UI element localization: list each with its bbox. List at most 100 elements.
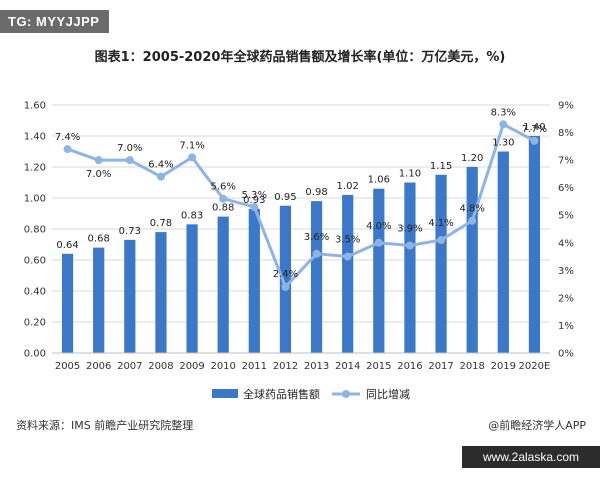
x-tick-label: 2017	[428, 361, 453, 372]
growth-point	[94, 156, 103, 165]
line-value-label: 3.6%	[304, 232, 329, 243]
y-left-tick-label: 0.60	[24, 256, 46, 267]
bar-value-label: 0.68	[88, 234, 110, 245]
legend-line-label: 同比增减	[366, 387, 410, 401]
legend-bar-swatch	[212, 389, 238, 398]
x-tick-label: 2013	[304, 361, 329, 372]
bar	[466, 167, 478, 353]
bar	[248, 208, 260, 353]
y-left-tick-label: 1.20	[24, 163, 46, 174]
line-value-label: 7.1%	[179, 140, 204, 151]
y-right-tick-label: 8%	[558, 128, 574, 139]
bar	[497, 151, 509, 353]
x-tick-label: 2011	[242, 361, 267, 372]
y-left-tick-label: 0.20	[24, 318, 46, 329]
bar-value-label: 0.95	[274, 192, 296, 203]
line-value-label: 7.4%	[55, 132, 80, 143]
watermark-tag: TG: MYYJJPP	[0, 10, 110, 33]
x-tick-label: 2016	[397, 361, 422, 372]
bar	[93, 247, 105, 353]
bar-value-label: 1.15	[430, 161, 452, 172]
bar	[310, 201, 323, 353]
line-value-label: 7.7%	[522, 124, 547, 135]
y-left-tick-label: 0.00	[24, 349, 46, 360]
line-value-label: 6.4%	[148, 160, 173, 171]
bar	[155, 232, 167, 353]
bar	[61, 253, 74, 353]
bar-value-label: 0.93	[243, 195, 265, 206]
bar-value-label: 0.73	[119, 226, 141, 237]
growth-point	[499, 120, 508, 129]
bar-value-label: 1.30	[492, 138, 514, 149]
bar	[342, 194, 354, 353]
bar	[217, 216, 229, 353]
legend-bar-label: 全球药品销售额	[243, 387, 320, 401]
x-tick-label: 2018	[459, 361, 484, 372]
x-tick-label: 2010	[210, 361, 235, 372]
line-value-label: 4.0%	[366, 221, 391, 232]
bar-value-label: 0.88	[212, 203, 234, 214]
chart-title: 图表1：2005-2020年全球药品销售额及增长率(单位：万亿美元，%)	[94, 50, 506, 65]
line-value-label: 4.8%	[459, 204, 484, 215]
bar-series	[61, 136, 541, 353]
growth-line	[67, 122, 536, 289]
credit-note: @前瞻经济学人APP	[488, 419, 586, 432]
line-value-label: 3.9%	[397, 224, 422, 235]
bar-value-label: 0.83	[181, 210, 203, 221]
line-value-label: 4.1%	[428, 218, 453, 229]
line-value-label: 5.6%	[210, 182, 235, 193]
site-watermark: www.2alaska.com	[462, 446, 600, 468]
y-right-tick-label: 5%	[558, 211, 574, 222]
growth-point	[281, 282, 290, 291]
growth-point	[405, 241, 414, 250]
growth-point	[219, 194, 228, 203]
growth-point	[312, 249, 321, 258]
bar-value-label: 1.06	[368, 175, 390, 186]
growth-point	[188, 153, 197, 162]
bar	[435, 174, 447, 353]
x-tick-label: 2009	[179, 361, 204, 372]
data-labels: 0.64 0.68 0.73 0.78 0.83 0.88 0.93 0.95 0.98 1.02…	[55, 107, 547, 280]
x-tick-label: 2005	[55, 361, 80, 372]
growth-point	[468, 216, 477, 225]
line-value-label: 7.0%	[117, 143, 142, 154]
line-series	[63, 120, 539, 291]
source-note: 资料来源：IMS 前瞻产业研究院整理	[16, 419, 194, 432]
x-tick-label: 2015	[366, 361, 391, 372]
bar	[528, 136, 541, 353]
growth-point	[125, 156, 134, 165]
y-left-tick-label: 1.40	[24, 132, 46, 143]
bar-value-label: 1.20	[461, 153, 483, 164]
bar	[186, 224, 198, 353]
bar-value-label: 0.64	[56, 240, 78, 251]
x-tick-label: 2007	[117, 361, 142, 372]
bar	[373, 188, 385, 353]
line-value-label: 3.5%	[335, 235, 360, 246]
y-right-tick-label: 0%	[558, 349, 574, 360]
bar-value-label: 1.10	[399, 169, 421, 180]
axes: 0.00 0.20 0.40 0.60 0.80 1.00 1.20 1.40 1.60 0% 1%…	[24, 101, 574, 373]
bar	[404, 182, 416, 353]
bar-value-label: 1.40	[523, 122, 545, 133]
line-value-label: 2.4%	[273, 269, 298, 280]
legend-line-marker	[342, 390, 350, 398]
y-right-tick-label: 3%	[558, 266, 574, 277]
growth-point	[437, 236, 446, 245]
y-left-tick-label: 0.80	[24, 225, 46, 236]
growth-point	[250, 202, 259, 211]
growth-point	[343, 252, 352, 261]
y-right-tick-label: 2%	[558, 293, 574, 304]
bar-value-label: 1.02	[337, 181, 359, 192]
y-right-tick-label: 4%	[558, 238, 574, 249]
bar	[124, 239, 136, 353]
bar-value-label: 0.98	[305, 187, 327, 198]
x-tick-label: 2014	[335, 361, 360, 372]
y-left-tick-label: 1.60	[24, 101, 46, 112]
y-left-tick-label: 0.40	[24, 287, 46, 298]
y-right-tick-label: 6%	[558, 183, 574, 194]
x-tick-label: 2012	[273, 361, 298, 372]
y-right-tick-label: 7%	[558, 156, 574, 167]
x-tick-label: 2006	[86, 361, 111, 372]
legend: 全球药品销售额 同比增减	[212, 387, 410, 401]
